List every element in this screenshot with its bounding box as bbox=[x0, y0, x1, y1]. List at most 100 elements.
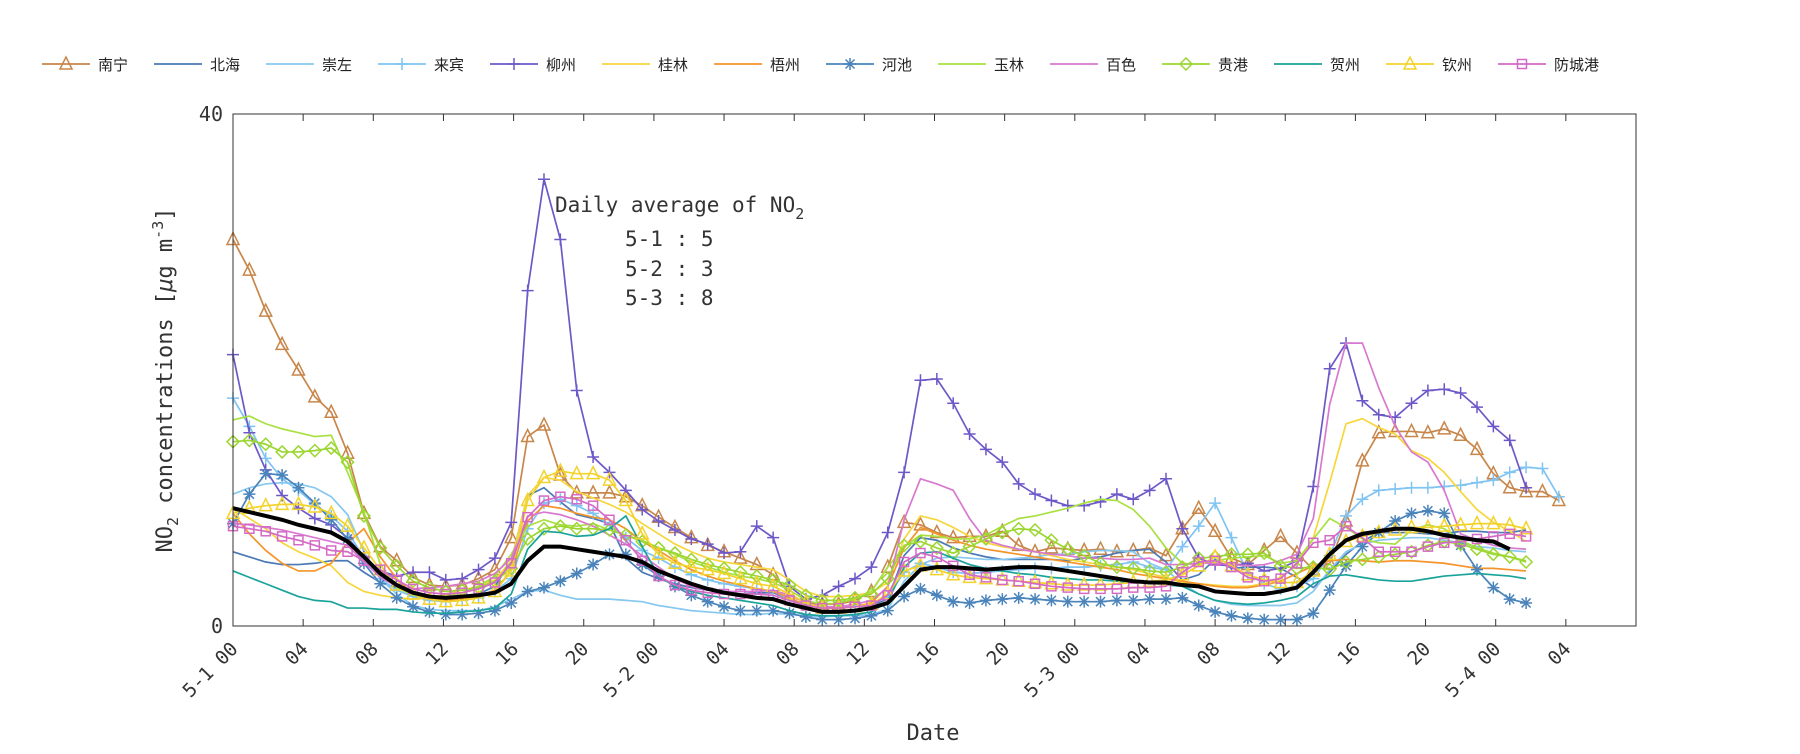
legend: 南宁 北海 崇左 来宾 柳州 桂林 梧州 河池 玉林 百色 贵港 贺州 钦州 防城港 bbox=[42, 55, 1599, 74]
data-point bbox=[1404, 518, 1419, 534]
data-point bbox=[1029, 593, 1042, 606]
y-tick-label: 0 bbox=[211, 614, 223, 638]
data-point bbox=[309, 540, 321, 551]
data-point bbox=[506, 558, 517, 569]
data-point bbox=[1469, 514, 1485, 530]
data-point bbox=[325, 545, 337, 556]
data-point bbox=[505, 516, 518, 529]
data-point bbox=[831, 593, 846, 608]
data-point bbox=[258, 302, 273, 317]
data-point bbox=[898, 466, 911, 479]
data-point bbox=[945, 529, 961, 544]
data-point bbox=[1504, 528, 1515, 540]
legend-label: 梧州 bbox=[770, 56, 800, 74]
data-point bbox=[1273, 573, 1288, 589]
series-line bbox=[232, 439, 1527, 602]
y-axis-label-exponent: -3 bbox=[149, 221, 167, 239]
x-tick-label: 12 bbox=[842, 638, 874, 670]
data-point bbox=[454, 591, 470, 607]
data-point bbox=[1453, 426, 1468, 442]
data-point bbox=[1142, 539, 1157, 554]
data-point bbox=[1045, 494, 1058, 507]
data-point bbox=[1027, 573, 1043, 589]
data-point bbox=[1078, 561, 1091, 574]
data-point bbox=[701, 538, 714, 551]
legend-label: 贺州 bbox=[1330, 56, 1360, 74]
data-point bbox=[488, 604, 501, 617]
data-point bbox=[962, 568, 977, 584]
data-point bbox=[508, 58, 520, 70]
data-point bbox=[423, 566, 436, 579]
data-point bbox=[1142, 563, 1157, 579]
data-point bbox=[1324, 534, 1335, 546]
data-point bbox=[1208, 549, 1223, 564]
data-point bbox=[604, 514, 615, 526]
data-point bbox=[1093, 540, 1108, 555]
data-point bbox=[1520, 531, 1532, 542]
data-point bbox=[258, 497, 273, 512]
data-point bbox=[472, 607, 485, 620]
data-point bbox=[373, 540, 388, 555]
data-point bbox=[1486, 514, 1501, 530]
data-point bbox=[667, 554, 683, 570]
legend-label: 来宾 bbox=[434, 56, 464, 74]
data-point bbox=[1453, 516, 1468, 531]
data-point bbox=[1029, 578, 1041, 590]
data-point bbox=[1027, 522, 1043, 538]
data-point bbox=[1143, 484, 1156, 497]
data-point bbox=[1516, 58, 1528, 70]
data-point bbox=[472, 563, 485, 576]
data-point bbox=[1402, 55, 1418, 70]
data-point bbox=[244, 523, 255, 534]
data-point bbox=[1224, 557, 1239, 572]
data-point bbox=[1487, 474, 1500, 487]
data-point bbox=[718, 577, 731, 590]
data-point bbox=[522, 511, 533, 523]
legend-label: 百色 bbox=[1106, 56, 1136, 74]
data-point bbox=[276, 531, 288, 542]
data-point bbox=[571, 494, 582, 505]
data-point bbox=[58, 55, 74, 70]
data-point bbox=[323, 504, 339, 520]
data-point bbox=[1240, 547, 1255, 562]
data-point bbox=[978, 531, 994, 547]
annotation-line: 5-1 : 5 bbox=[625, 227, 714, 251]
x-tick-label: 20 bbox=[982, 638, 1014, 670]
x-tick-label: 16 bbox=[491, 638, 523, 670]
data-point bbox=[308, 497, 321, 510]
data-point bbox=[634, 525, 650, 540]
data-point bbox=[291, 444, 306, 459]
data-point bbox=[1421, 384, 1434, 397]
x-tick-label: 12 bbox=[1263, 638, 1295, 670]
legend-label: 崇左 bbox=[322, 56, 352, 74]
data-point bbox=[1421, 504, 1434, 517]
data-point bbox=[734, 604, 747, 617]
data-point bbox=[1273, 558, 1288, 573]
data-point bbox=[587, 451, 600, 464]
y-axis-label-rest: concentrations [ bbox=[153, 292, 178, 517]
data-point bbox=[1207, 522, 1223, 538]
data-point bbox=[848, 572, 861, 585]
data-point bbox=[1191, 551, 1206, 566]
data-point bbox=[340, 455, 355, 470]
data-point bbox=[1307, 607, 1320, 620]
data-point bbox=[293, 534, 304, 546]
data-point bbox=[520, 531, 535, 547]
data-point bbox=[832, 613, 845, 626]
data-point bbox=[538, 495, 550, 506]
data-point bbox=[1256, 571, 1272, 586]
data-point bbox=[1470, 476, 1483, 489]
x-tick-label: 12 bbox=[421, 638, 453, 670]
data-point bbox=[1191, 499, 1206, 514]
data-point bbox=[667, 545, 683, 561]
data-point bbox=[1178, 56, 1194, 72]
data-point bbox=[767, 531, 780, 544]
data-point bbox=[585, 465, 601, 480]
data-point bbox=[1044, 539, 1059, 554]
data-point bbox=[342, 546, 353, 558]
data-point bbox=[619, 548, 632, 561]
data-point bbox=[396, 58, 408, 70]
data-point bbox=[1077, 548, 1092, 563]
